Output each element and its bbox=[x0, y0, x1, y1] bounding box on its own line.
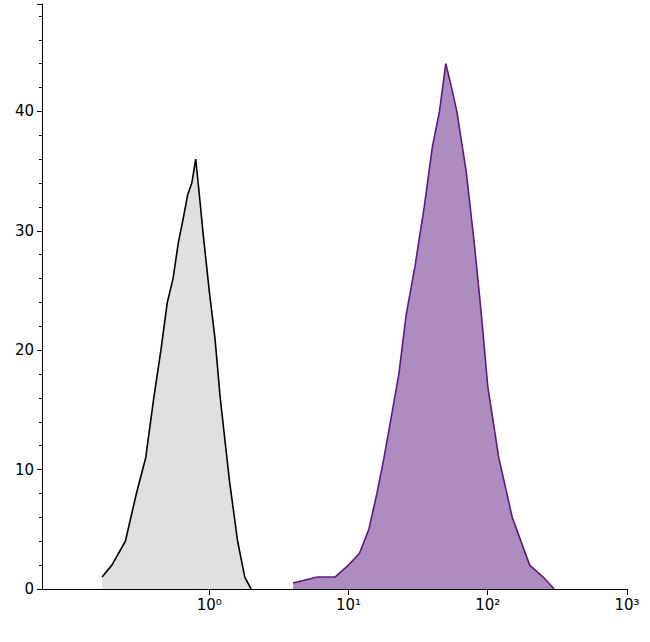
svg-text:30: 30 bbox=[15, 222, 34, 240]
svg-text:0: 0 bbox=[24, 580, 34, 598]
svg-text:10¹: 10¹ bbox=[336, 596, 361, 614]
svg-text:40: 40 bbox=[15, 102, 34, 120]
svg-text:10: 10 bbox=[15, 461, 34, 479]
svg-text:10⁰: 10⁰ bbox=[197, 596, 222, 614]
svg-text:10²: 10² bbox=[475, 596, 500, 614]
svg-text:20: 20 bbox=[15, 341, 34, 359]
svg-text:10³: 10³ bbox=[614, 596, 639, 614]
